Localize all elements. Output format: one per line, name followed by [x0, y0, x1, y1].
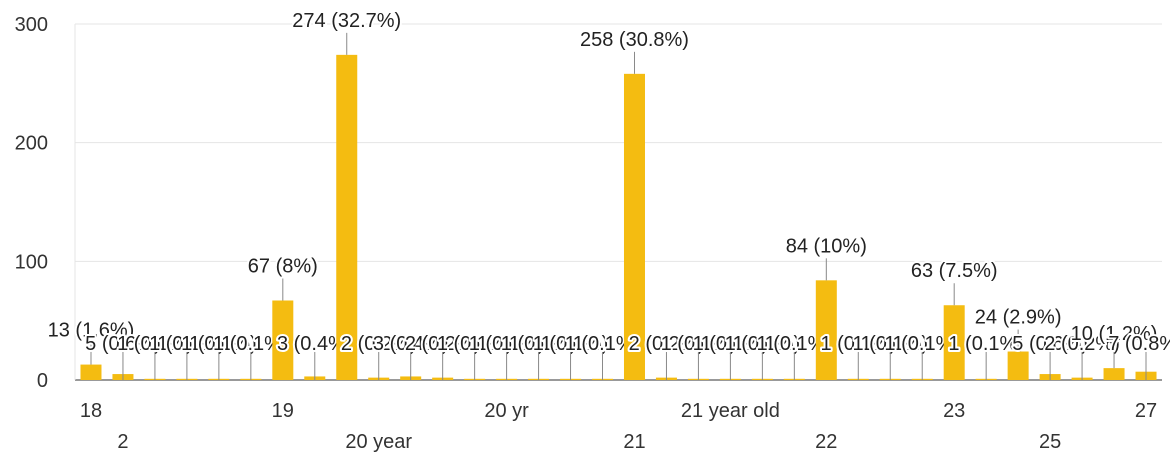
data-label: 63 (7.5%) — [911, 260, 998, 282]
data-label: 5 (0.6%) — [1012, 333, 1088, 355]
data-label: 84 (10%) — [786, 235, 867, 257]
data-label: 1 (0.1%) — [661, 333, 737, 355]
data-label: 1 (0.1%) — [693, 333, 769, 355]
bar[interactable] — [1103, 368, 1125, 380]
x-tick-label: 19 — [272, 400, 294, 422]
data-label: 13 (1.6%) — [48, 320, 135, 342]
bar[interactable] — [1007, 351, 1029, 380]
x-tick-label: 23 — [943, 400, 965, 422]
data-label: 3 (0.4%) — [373, 333, 449, 355]
data-label: 1 (0.1%) — [437, 333, 513, 355]
bar[interactable] — [336, 54, 358, 380]
y-tick-label: 100 — [15, 251, 48, 273]
x-tick-label: 20 yr — [484, 400, 529, 422]
bar[interactable] — [623, 73, 645, 380]
data-label: 67 (8%) — [248, 255, 318, 277]
bar[interactable] — [80, 364, 102, 380]
data-label: 2 (0.2%) — [405, 333, 481, 355]
bar[interactable] — [943, 305, 965, 380]
bar[interactable] — [272, 300, 294, 380]
x-tick-label: 21 year old — [681, 400, 780, 422]
x-tick-label: 27 — [1135, 400, 1157, 422]
x-tick-label: 22 — [815, 431, 837, 453]
x-tick-label: 25 — [1039, 431, 1061, 453]
data-label: 1 (0.1%) — [725, 333, 801, 355]
data-label: 7 (0.8%) — [1108, 333, 1170, 355]
data-label: 2 (0.2%) — [341, 333, 417, 355]
y-tick-label: 200 — [15, 133, 48, 155]
data-label: 1 (0.1%) — [533, 333, 609, 355]
data-label: 1 (0.1%) — [469, 333, 545, 355]
data-label: 1 (0.1%) — [852, 333, 928, 355]
data-label: 274 (32.7%) — [292, 10, 401, 32]
data-label: 5 (0.6%) — [85, 333, 161, 355]
data-label: 1 (0.1%) — [117, 333, 193, 355]
x-tick-label: 2 — [117, 431, 128, 453]
x-tick-label: 20 year — [345, 431, 412, 453]
y-tick-label: 0 — [37, 370, 48, 392]
data-label: 2 (0.2%) — [629, 333, 705, 355]
data-label: 10 (1.2%) — [1071, 323, 1158, 345]
x-tick-label: 21 — [623, 431, 645, 453]
data-label: 2 (0.2%) — [1044, 333, 1120, 355]
x-tick-label: 18 — [80, 400, 102, 422]
data-label: 1 (0.1%) — [149, 333, 225, 355]
data-label: 1 (0.1%) — [501, 333, 577, 355]
data-label: 1 (0.1%) — [820, 333, 896, 355]
bar[interactable] — [815, 280, 837, 380]
data-label: 1 (0.1%) — [181, 333, 257, 355]
y-tick-label: 300 — [15, 14, 48, 36]
data-label: 24 (2.9%) — [975, 307, 1062, 329]
data-label: 3 (0.4%) — [277, 333, 353, 355]
data-label: 258 (30.8%) — [580, 29, 689, 51]
